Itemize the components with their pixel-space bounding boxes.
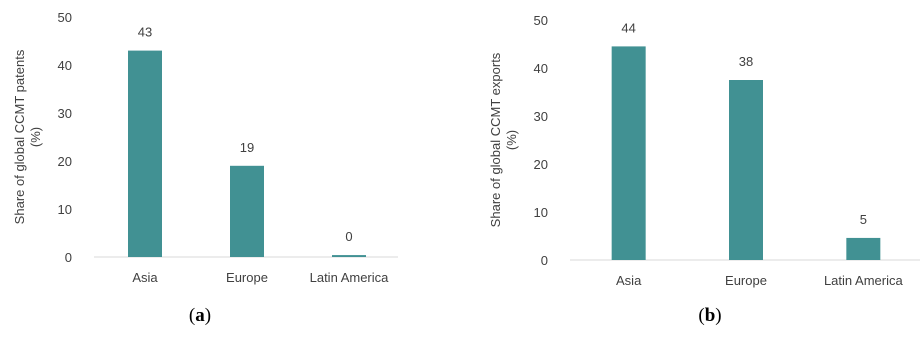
chart-b-ylabel-line: (%): [504, 130, 519, 150]
chart-a-bar: [332, 255, 366, 257]
chart-a-ytick-label: 40: [58, 58, 72, 73]
chart-a-category-label: Asia: [132, 270, 158, 285]
chart-b-bar: [846, 237, 881, 260]
chart-b-ylabel-line: Share of global CCMT exports: [488, 52, 503, 227]
chart-a-bar: [128, 50, 162, 257]
chart-b-bar: [611, 46, 646, 261]
chart-a-ylabel: Share of global CCMT patents (%): [12, 49, 43, 224]
chart-b-ytick-label: 30: [534, 109, 548, 124]
chart-a-ytick-label: 10: [58, 202, 72, 217]
chart-a-panel-label: (a): [189, 305, 211, 326]
chart-b-category-label: Asia: [616, 273, 642, 288]
chart-a-ytick-label: 50: [58, 10, 72, 25]
chart-a-category-label: Europe: [226, 270, 268, 285]
chart-a-data-label: 43: [138, 25, 152, 40]
chart-b-category-label: Europe: [725, 273, 767, 288]
chart-b-category-label: Latin America: [824, 273, 904, 288]
chart-a-ytick-label: 0: [65, 250, 72, 265]
chart-a-data-label: 19: [240, 140, 254, 155]
chart-b-ytick-label: 50: [534, 13, 548, 28]
chart-b-ytick-label: 0: [541, 253, 548, 268]
chart-a-ytick-label: 20: [58, 154, 72, 169]
chart-b-ytick-label: 40: [534, 61, 548, 76]
chart-b-bar: [729, 80, 763, 260]
chart-a-bar: [230, 165, 264, 257]
chart-b-ylabel: Share of global CCMT exports (%): [488, 52, 519, 227]
chart-a-ylabel-line: Share of global CCMT patents: [12, 49, 27, 224]
chart-a-data-label: 0: [345, 229, 352, 244]
chart-a-category-label: Latin America: [310, 270, 390, 285]
chart-b-data-label: 44: [621, 20, 635, 35]
chart-b-ytick-label: 10: [534, 205, 548, 220]
chart-b-data-label: 38: [739, 54, 753, 69]
chart-a: 0 10 20 30 40 50 Share of global CCMT patents(…: [0, 0, 460, 336]
chart-b: 0 10 20 30 40 50 Share of global CCMT exports(…: [460, 0, 920, 336]
chart-a-ytick-label: 30: [58, 106, 72, 121]
chart-b-data-label: 5: [860, 212, 867, 227]
chart-b-ytick-label: 20: [534, 157, 548, 172]
chart-a-ylabel-line: (%): [28, 127, 43, 147]
chart-b-panel-label: (b): [698, 305, 721, 326]
